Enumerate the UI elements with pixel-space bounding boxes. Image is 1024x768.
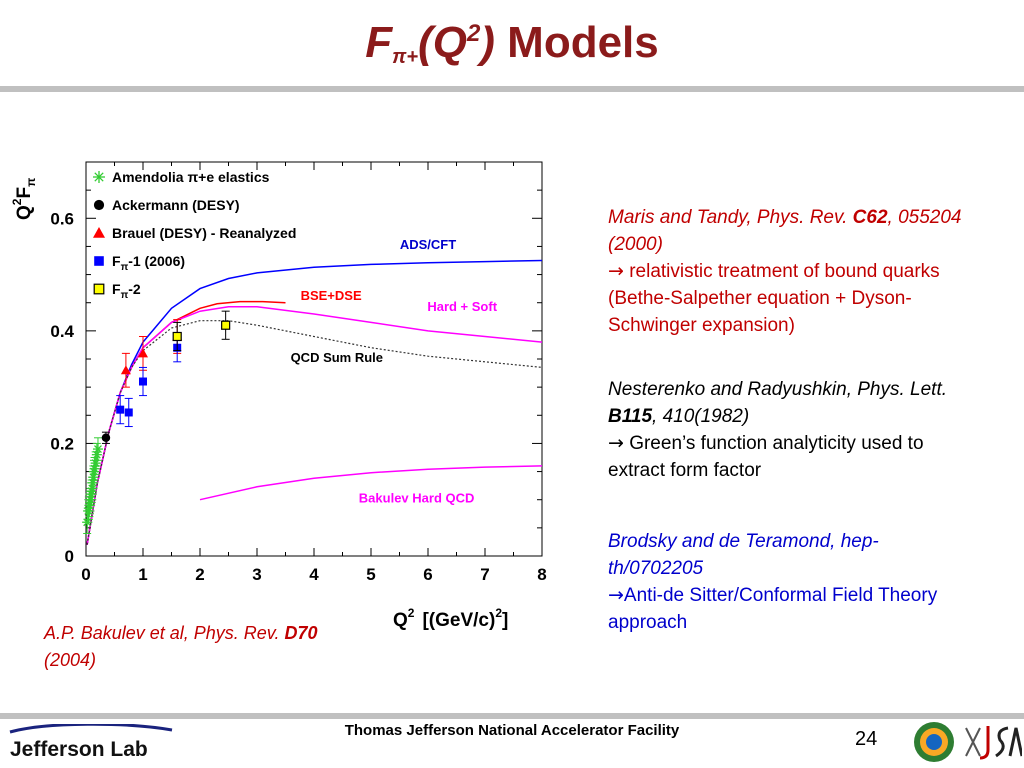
data-point — [124, 408, 133, 417]
curve-label: ADS/CFT — [400, 237, 456, 252]
citation-text: Maris and Tandy, Phys. Rev. C62, 055204 … — [608, 207, 962, 255]
reference-bakulev: A.P. Bakulev et al, Phys. Rev. D70 (2004… — [44, 623, 318, 670]
legend-marker — [94, 256, 104, 266]
title-sup: 2 — [466, 20, 481, 47]
data-point — [116, 405, 125, 414]
star-stroke — [92, 450, 101, 459]
title-sub: π+ — [392, 46, 419, 68]
legend-marker — [93, 227, 105, 238]
y-tick-label: 0.2 — [50, 434, 74, 453]
legend-label: Fπ-2 — [112, 281, 141, 301]
series-amendolia-e-elastics — [82, 437, 103, 534]
series-ackermann-desy- — [101, 431, 111, 444]
legend-label: Brauel (DESY) - Reanalyzed — [112, 225, 296, 241]
reference-nesterenko-radyushkin: Nesterenko and Radyushkin, Phys. Lett. B… — [608, 376, 978, 484]
title-f: F — [365, 18, 393, 67]
y-tick-label: 0 — [65, 547, 74, 566]
y-axis-label: Q2Fπ — [10, 178, 38, 220]
reference-note: Green’s function analyticity used to ext… — [608, 433, 924, 481]
reference-note: Anti-de Sitter/Conformal Field Theory ap… — [608, 585, 938, 633]
data-point — [172, 331, 182, 342]
x-tick-label: 3 — [252, 565, 261, 584]
arrow-right-icon: → — [608, 260, 624, 282]
x-tick-label: 0 — [81, 565, 90, 584]
top-divider — [0, 86, 1024, 92]
data-point — [101, 433, 111, 443]
svg-text:Jefferson Lab: Jefferson Lab — [10, 738, 148, 761]
data-point — [92, 444, 103, 455]
jsa-logo-icon — [965, 726, 1022, 760]
slide-title: Fπ+(Q2) Models — [0, 18, 1024, 69]
title-rest: Models — [494, 18, 659, 67]
data-point — [139, 377, 147, 386]
curve-label: Bakulev Hard QCD — [359, 491, 475, 506]
title-close: ) — [480, 18, 495, 67]
arrow-right-icon: → — [608, 584, 624, 606]
reference-maris-tandy: Maris and Tandy, Phys. Rev. C62, 055204 … — [608, 204, 978, 339]
chart-legend: Amendolia π+e elastics Ackermann (DESY) Br… — [93, 169, 296, 301]
legend-label: Fπ-1 (2006) — [112, 253, 185, 273]
form-factor-chart: 0 1 2 3 4 5 6 7 8 0 0.2 0.4 0.6 Q2 [(GeV/c)2] Q2Fπ ADS/C… — [10, 161, 547, 631]
title-q: (Q — [418, 18, 467, 67]
data-point — [221, 320, 231, 330]
doe-seal-icon — [914, 722, 954, 762]
curve-bakulev-hard-qcd — [199, 465, 543, 501]
curve-label: QCD Sum Rule — [291, 350, 383, 365]
reference-brodsky-teramond: Brodsky and de Teramond, hep-th/0702205 … — [608, 528, 978, 636]
y-tick-label: 0.6 — [50, 209, 74, 228]
x-axis-label: Q2 [(GeV/c)2] — [393, 606, 508, 631]
x-tick-label: 6 — [423, 565, 432, 584]
y-tick-label: 0.4 — [50, 322, 74, 341]
x-tick-label: 8 — [537, 565, 546, 584]
curve-qcd-sum-rule — [86, 320, 543, 545]
x-tick-label: 4 — [309, 565, 319, 584]
legend-marker — [93, 199, 105, 211]
data-point — [90, 458, 101, 469]
x-tick-label: 7 — [480, 565, 489, 584]
curve-hard-soft — [86, 305, 543, 545]
arrow-right-icon: → — [608, 432, 624, 454]
curve-bse-dse — [86, 300, 286, 545]
curve-label: BSE+DSE — [301, 288, 362, 303]
jefferson-lab-logo: Jefferson Lab — [9, 724, 173, 761]
legend-marker — [93, 283, 105, 295]
page-number: 24 — [855, 728, 878, 750]
x-tick-label: 2 — [195, 565, 204, 584]
reference-note: relativistic treatment of bound quarks (… — [608, 261, 940, 336]
bottom-divider — [0, 713, 1024, 719]
legend-label: Amendolia π+e elastics — [112, 169, 270, 185]
legend-label: Ackermann (DESY) — [112, 197, 240, 213]
data-point — [91, 449, 102, 460]
series-brauel-desy-reanalyzed — [120, 319, 183, 388]
data-point — [138, 348, 148, 358]
citation-text: Brodsky and de Teramond, hep-th/0702205 — [608, 531, 879, 579]
citation-text: Nesterenko and Radyushkin, Phys. Lett. B… — [608, 379, 948, 427]
curve-label: Hard + Soft — [427, 299, 497, 314]
x-tick-label: 5 — [366, 565, 375, 584]
footer-organization: Thomas Jefferson National Accelerator Fa… — [344, 722, 680, 739]
data-point — [120, 365, 131, 375]
x-tick-label: 1 — [138, 565, 147, 584]
legend-marker — [93, 171, 105, 183]
star-stroke — [94, 445, 102, 454]
series-f-2 — [172, 310, 231, 352]
star-stroke — [94, 172, 104, 182]
